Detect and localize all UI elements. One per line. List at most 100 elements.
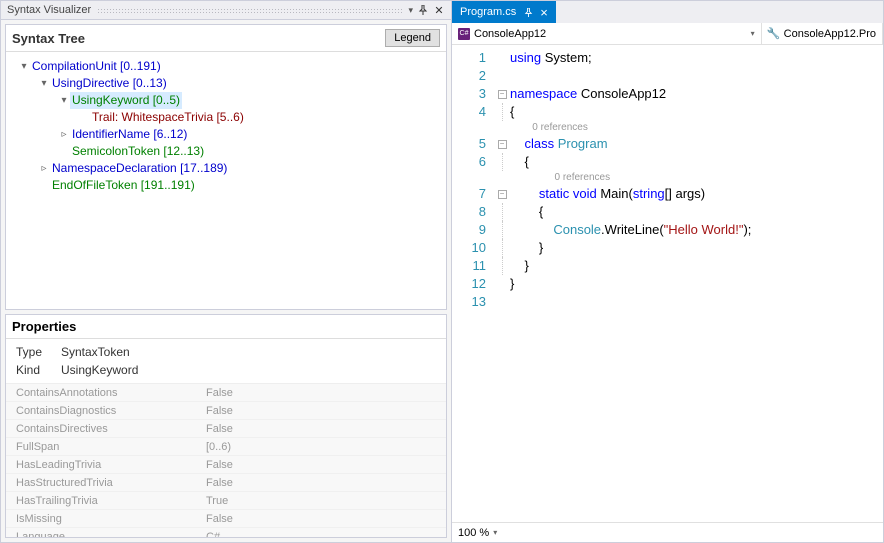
tree-node-label[interactable]: EndOfFileToken [191..191) [50,177,197,194]
tree-expand-icon[interactable]: ▾ [58,92,70,109]
tree-node[interactable]: ▹NamespaceDeclaration [17..189) [10,160,442,177]
code-lens-references[interactable]: 0 references [510,171,883,185]
tree-node[interactable]: ▾UsingDirective [0..13) [10,75,442,92]
project-selector[interactable]: C# ConsoleApp12 ▾ [452,23,762,44]
fold-box-icon[interactable]: − [498,90,507,99]
property-value: False [206,513,233,525]
fold-column[interactable]: − − − [494,45,510,522]
code-lens-references[interactable]: 0 references [510,121,883,135]
tree-node[interactable]: ▾UsingKeyword [0..5) [10,92,442,109]
code-editor-panel: Program.cs × C# ConsoleApp12 ▾ 🔧 Console… [452,0,884,543]
property-key: HasTrailingTrivia [16,495,206,507]
line-number: 1 [452,49,486,67]
property-value: False [206,387,233,399]
tree-expand-icon[interactable]: ▹ [58,126,70,143]
tree-body[interactable]: ▾CompilationUnit [0..191)▾UsingDirective… [6,52,446,309]
property-key: HasLeadingTrivia [16,459,206,471]
syntax-visualizer-panel: Syntax Visualizer ▾ ✕ Syntax Tree Legend… [0,0,452,543]
property-row[interactable]: HasTrailingTriviaTrue [6,492,446,510]
property-row[interactable]: ContainsAnnotationsFalse [6,384,446,402]
line-number: 7 [452,185,486,203]
tree-node-label[interactable]: CompilationUnit [0..191) [30,58,163,75]
property-key: ContainsAnnotations [16,387,206,399]
property-value: [0..6) [206,441,231,453]
tree-node-label[interactable]: NamespaceDeclaration [17..189) [50,160,229,177]
tree-node-label[interactable]: UsingDirective [0..13) [50,75,169,92]
code-line[interactable] [510,293,883,311]
tree-node-label[interactable]: Trail: WhitespaceTrivia [5..6) [90,109,246,126]
property-key: Language [16,531,206,538]
tab-label: Program.cs [460,6,516,18]
properties-section: Properties TypeSyntaxTokenKindUsingKeywo… [5,314,447,538]
property-key: ContainsDiagnostics [16,405,206,417]
property-row[interactable]: ContainsDirectivesFalse [6,420,446,438]
pin-tab-icon[interactable] [522,6,534,18]
code-line[interactable]: using System; [510,49,883,67]
code-line[interactable] [510,67,883,85]
properties-grid[interactable]: ContainsAnnotationsFalseContainsDiagnost… [6,383,446,537]
syntax-tree-section: Syntax Tree Legend ▾CompilationUnit [0..… [5,24,447,310]
property-key: Type [16,345,61,359]
tree-node[interactable]: ▹IdentifierName [6..12) [10,126,442,143]
tree-node-label[interactable]: SemicolonToken [12..13) [70,143,206,160]
code-line[interactable]: class Program [510,135,883,153]
property-row[interactable]: IsMissingFalse [6,510,446,528]
code-line[interactable]: } [510,257,883,275]
wrench-icon: 🔧 [768,28,780,40]
line-number: 9 [452,221,486,239]
zoom-chevron-icon[interactable]: ▾ [493,528,497,537]
tree-expand-icon[interactable]: ▾ [38,75,50,92]
pin-icon[interactable] [417,4,429,16]
panel-title-text: Syntax Visualizer [7,4,91,16]
property-row[interactable]: HasLeadingTriviaFalse [6,456,446,474]
property-row[interactable]: HasStructuredTriviaFalse [6,474,446,492]
chevron-down-icon: ▾ [751,29,755,38]
properties-header: Properties [6,315,446,339]
property-value: UsingKeyword [61,363,138,377]
code-line[interactable]: static void Main(string[] args) [510,185,883,203]
tree-expand-icon[interactable]: ▹ [38,160,50,177]
property-value: False [206,423,233,435]
line-number: 6 [452,153,486,171]
line-number: 12 [452,275,486,293]
code-line[interactable]: { [510,153,883,171]
code-line[interactable]: Console.WriteLine("Hello World!"); [510,221,883,239]
tab-bar: Program.cs × [452,1,883,23]
property-key: Kind [16,363,61,377]
fold-box-icon[interactable]: − [498,140,507,149]
tree-node[interactable]: Trail: WhitespaceTrivia [5..6) [10,109,442,126]
code-lines[interactable]: using System;namespace ConsoleApp12{0 re… [510,45,883,522]
panel-menu-icon[interactable]: ▾ [408,5,413,16]
member-selector[interactable]: 🔧 ConsoleApp12.Pro [762,23,883,44]
property-row[interactable]: FullSpan[0..6) [6,438,446,456]
property-row[interactable]: ContainsDiagnosticsFalse [6,402,446,420]
code-line[interactable]: } [510,239,883,257]
property-key: IsMissing [16,513,206,525]
fold-box-icon[interactable]: − [498,190,507,199]
tree-node[interactable]: ▾CompilationUnit [0..191) [10,58,442,75]
line-number: 8 [452,203,486,221]
property-value: SyntaxToken [61,345,130,359]
property-value: C# [206,531,220,538]
line-number: 11 [452,257,486,275]
code-line[interactable]: namespace ConsoleApp12 [510,85,883,103]
tree-node-label[interactable]: IdentifierName [6..12) [70,126,189,143]
panel-grip[interactable] [97,8,402,13]
code-line[interactable]: } [510,275,883,293]
zoom-level[interactable]: 100 % [458,527,489,539]
tree-node-label[interactable]: UsingKeyword [0..5) [70,92,182,109]
close-icon[interactable]: ✕ [433,4,445,16]
tree-expand-icon[interactable]: ▾ [18,58,30,75]
tab-close-icon[interactable]: × [540,5,548,20]
legend-button[interactable]: Legend [385,29,440,47]
tree-node[interactable]: EndOfFileToken [191..191) [10,177,442,194]
tab-program-cs[interactable]: Program.cs × [452,1,556,23]
property-row[interactable]: LanguageC# [6,528,446,537]
code-line[interactable]: { [510,203,883,221]
line-number: 10 [452,239,486,257]
code-line[interactable]: { [510,103,883,121]
line-number-gutter: 12345678910111213 [452,45,494,522]
properties-kind-type: TypeSyntaxTokenKindUsingKeyword [6,339,446,383]
tree-node[interactable]: SemicolonToken [12..13) [10,143,442,160]
code-area[interactable]: 12345678910111213 −−− using System;names… [452,45,883,522]
